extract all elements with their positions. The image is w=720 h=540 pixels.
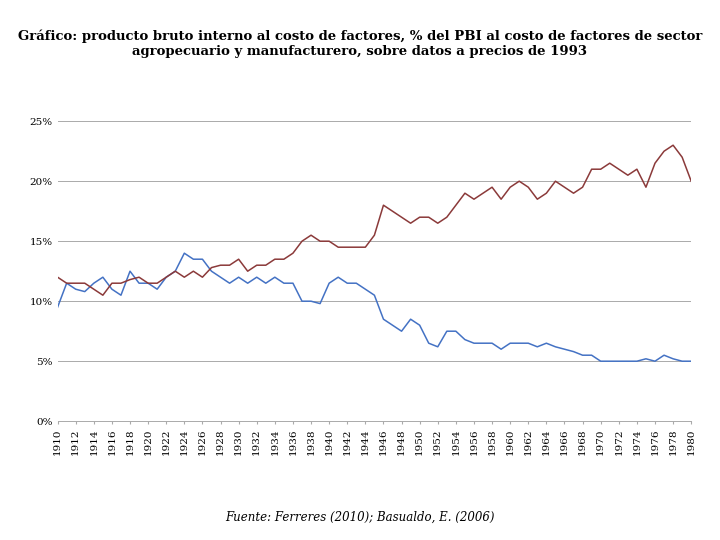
Agricultura, ganadería, caza y silvicultura: [71, 286, 80, 293]
Agricultura, ganadería, caza y silvicultura: [642, 355, 650, 362]
Agricultura, ganadería, caza y silvicultura: [687, 358, 696, 365]
Text: Fuente: Ferreres (2010); Basualdo, E. (2006): Fuente: Ferreres (2010); Basualdo, E. (2…: [225, 511, 495, 524]
Industrias manufactureras: [99, 292, 107, 299]
Agricultura, ganadería, caza y silvicultura: [370, 292, 379, 299]
Industrias manufactureras: [53, 274, 62, 280]
Agricultura, ganadería, caza y silvicultura: [669, 355, 678, 362]
Agricultura, ganadería, caza y silvicultura: [596, 358, 605, 365]
Agricultura, ganadería, caza y silvicultura: [53, 304, 62, 310]
Agricultura, ganadería, caza y silvicultura: [443, 328, 451, 334]
Industrias manufactureras: [370, 232, 379, 239]
Agricultura, ganadería, caza y silvicultura: [180, 250, 189, 256]
Industrias manufactureras: [633, 166, 642, 172]
Line: Agricultura, ganadería, caza y silvicultura: Agricultura, ganadería, caza y silvicult…: [58, 253, 691, 361]
Industrias manufactureras: [153, 280, 161, 286]
Agricultura, ganadería, caza y silvicultura: [144, 280, 153, 286]
Industrias manufactureras: [71, 280, 80, 286]
Industrias manufactureras: [443, 214, 451, 220]
Line: Industrias manufactureras: Industrias manufactureras: [58, 145, 691, 295]
Industrias manufactureras: [687, 178, 696, 185]
Industrias manufactureras: [660, 148, 668, 154]
Text: Gráfico: producto bruto interno al costo de factores, % del PBI al costo de fact: Gráfico: producto bruto interno al costo…: [18, 30, 702, 58]
Industrias manufactureras: [669, 142, 678, 149]
